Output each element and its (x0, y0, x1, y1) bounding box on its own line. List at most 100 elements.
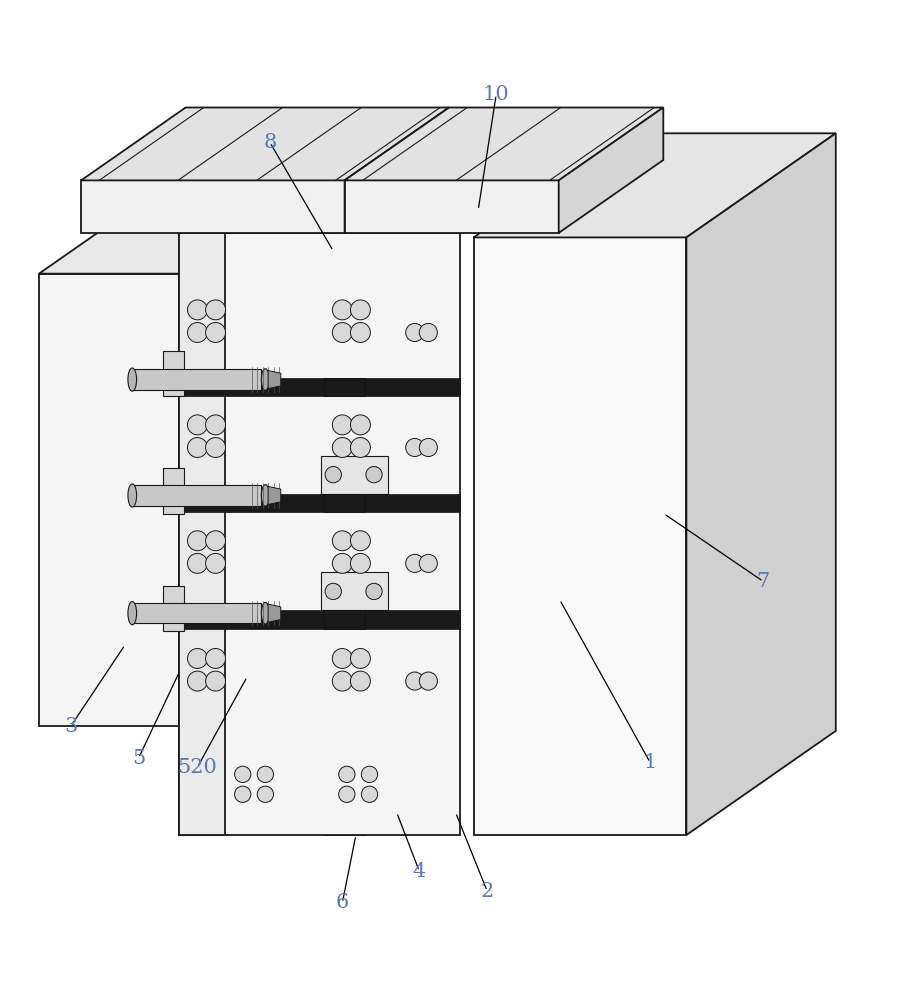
Circle shape (366, 466, 382, 483)
Text: 8: 8 (263, 133, 277, 152)
Circle shape (188, 553, 208, 573)
Circle shape (206, 323, 226, 342)
Polygon shape (179, 233, 460, 835)
Circle shape (333, 553, 353, 573)
Circle shape (405, 438, 424, 457)
Circle shape (351, 323, 371, 342)
Polygon shape (163, 586, 184, 631)
Circle shape (362, 766, 378, 782)
Text: 4: 4 (413, 862, 426, 881)
Polygon shape (179, 610, 460, 629)
Polygon shape (39, 211, 269, 274)
Circle shape (206, 671, 226, 691)
Circle shape (351, 438, 371, 457)
Circle shape (206, 648, 226, 668)
Circle shape (419, 438, 437, 457)
Text: 2: 2 (481, 882, 494, 901)
Polygon shape (322, 572, 387, 610)
Ellipse shape (261, 485, 270, 506)
Polygon shape (268, 371, 281, 389)
Circle shape (339, 766, 355, 782)
Circle shape (188, 648, 208, 668)
Polygon shape (163, 468, 184, 514)
Circle shape (351, 531, 371, 551)
Text: 5: 5 (132, 749, 145, 768)
Circle shape (257, 786, 273, 802)
Polygon shape (344, 180, 558, 233)
Text: 10: 10 (483, 85, 509, 104)
Circle shape (234, 786, 251, 802)
Polygon shape (365, 181, 440, 835)
Polygon shape (324, 378, 365, 396)
Polygon shape (179, 378, 460, 396)
Polygon shape (179, 494, 460, 512)
Polygon shape (132, 369, 261, 390)
Circle shape (405, 554, 424, 572)
Polygon shape (474, 133, 835, 237)
Circle shape (188, 300, 208, 320)
Polygon shape (179, 233, 225, 835)
Circle shape (419, 554, 437, 572)
Polygon shape (344, 107, 663, 180)
Polygon shape (558, 107, 663, 233)
Circle shape (362, 786, 378, 802)
Polygon shape (39, 274, 179, 726)
Circle shape (206, 553, 226, 573)
Polygon shape (474, 237, 686, 835)
Circle shape (206, 438, 226, 457)
Circle shape (188, 531, 208, 551)
Circle shape (188, 438, 208, 457)
Circle shape (333, 300, 353, 320)
Circle shape (333, 648, 353, 668)
Text: 520: 520 (178, 758, 218, 777)
Circle shape (257, 766, 273, 782)
Polygon shape (132, 485, 261, 506)
Polygon shape (686, 133, 835, 835)
Circle shape (188, 323, 208, 342)
Circle shape (188, 415, 208, 435)
Ellipse shape (261, 602, 270, 624)
Circle shape (405, 323, 424, 342)
Polygon shape (324, 181, 440, 233)
Circle shape (405, 672, 424, 690)
Circle shape (206, 300, 226, 320)
Polygon shape (268, 604, 281, 622)
Circle shape (333, 531, 353, 551)
Circle shape (188, 671, 208, 691)
Circle shape (234, 766, 251, 782)
Circle shape (351, 553, 371, 573)
Text: 7: 7 (757, 572, 770, 591)
Polygon shape (163, 351, 184, 396)
Circle shape (351, 300, 371, 320)
Polygon shape (132, 603, 261, 623)
Circle shape (366, 583, 382, 600)
Circle shape (419, 672, 437, 690)
Circle shape (351, 671, 371, 691)
Polygon shape (324, 494, 365, 512)
Polygon shape (81, 107, 449, 180)
Circle shape (333, 671, 353, 691)
Polygon shape (344, 107, 449, 233)
Polygon shape (324, 610, 365, 629)
Polygon shape (81, 180, 344, 233)
Polygon shape (268, 486, 281, 505)
Circle shape (351, 648, 371, 668)
Ellipse shape (261, 369, 270, 390)
Circle shape (419, 323, 437, 342)
Circle shape (333, 415, 353, 435)
Circle shape (333, 323, 353, 342)
Circle shape (333, 438, 353, 457)
Text: 6: 6 (335, 893, 349, 912)
Ellipse shape (128, 368, 137, 391)
Circle shape (206, 415, 226, 435)
Circle shape (325, 583, 342, 600)
Polygon shape (324, 233, 365, 835)
Ellipse shape (128, 602, 137, 625)
Polygon shape (322, 456, 387, 494)
Polygon shape (179, 211, 269, 726)
Circle shape (339, 786, 355, 802)
Circle shape (325, 466, 342, 483)
Text: 1: 1 (643, 753, 657, 772)
Circle shape (351, 415, 371, 435)
Circle shape (206, 531, 226, 551)
